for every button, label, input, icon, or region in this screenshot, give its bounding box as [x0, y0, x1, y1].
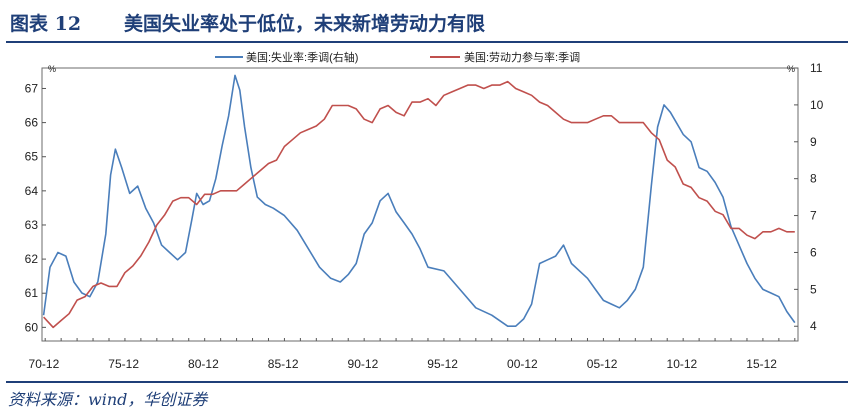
x-tick-label: 80-12	[188, 357, 219, 371]
right-tick-label: 7	[810, 209, 817, 223]
right-tick-label: 9	[810, 135, 817, 149]
left-tick-label: 61	[25, 286, 39, 300]
left-tick-label: 66	[25, 116, 39, 130]
x-tick-label: 85-12	[268, 357, 299, 371]
left-tick-label: 62	[25, 252, 39, 266]
x-axis: 70-12 75-12 80-12 85-12 90-12 95-12 00-12 05-12…	[29, 338, 796, 371]
right-tick-label: 11	[810, 61, 823, 75]
source-note: 资料来源：wind，华创证券	[8, 390, 208, 409]
bottom-divider	[6, 381, 848, 383]
legend: 美国:失业率:季调(右轴) 美国:劳动力参与率:季调	[215, 50, 580, 64]
left-tick-label: 63	[25, 218, 39, 232]
x-tick-label: 90-12	[348, 357, 379, 371]
left-axis-unit: %	[48, 64, 56, 74]
left-tick-label: 65	[25, 150, 39, 164]
x-tick-label: 75-12	[108, 357, 139, 371]
left-tick-label: 60	[25, 320, 39, 334]
legend-label-participation: 美国:劳动力参与率:季调	[464, 50, 580, 64]
chart-title: 美国失业率处于低位，未来新增劳动力有限	[124, 13, 486, 35]
x-tick-label: 10-12	[667, 357, 698, 371]
right-axis: 4 5 6 7 8 9 10 11	[794, 61, 824, 333]
title-divider	[6, 41, 848, 43]
left-axis: 60 61 62 63 64 65 66 67	[25, 81, 46, 334]
x-tick-label: 00-12	[507, 357, 538, 371]
left-tick-label: 67	[25, 81, 39, 95]
right-tick-label: 10	[810, 98, 824, 112]
right-tick-label: 5	[810, 282, 817, 296]
x-tick-label: 15-12	[746, 357, 777, 371]
right-tick-label: 4	[810, 319, 817, 333]
participation-rate-line	[43, 80, 795, 329]
figure-title: 图表 12 美国失业率处于低位，未来新增劳动力有限	[6, 6, 851, 38]
right-axis-unit: %	[787, 64, 795, 74]
unemployment-rate-line	[42, 74, 796, 327]
right-tick-label: 6	[810, 245, 817, 259]
figure-label: 图表 12	[10, 13, 82, 35]
x-tick-label: 05-12	[587, 357, 618, 371]
x-tick-label: 95-12	[427, 357, 458, 371]
left-tick-label: 64	[25, 184, 39, 198]
x-tick-label: 70-12	[29, 357, 60, 371]
legend-label-unemployment: 美国:失业率:季调(右轴)	[246, 50, 358, 64]
plot-border	[41, 67, 799, 342]
series-layer	[42, 74, 796, 329]
right-tick-label: 8	[810, 172, 817, 186]
